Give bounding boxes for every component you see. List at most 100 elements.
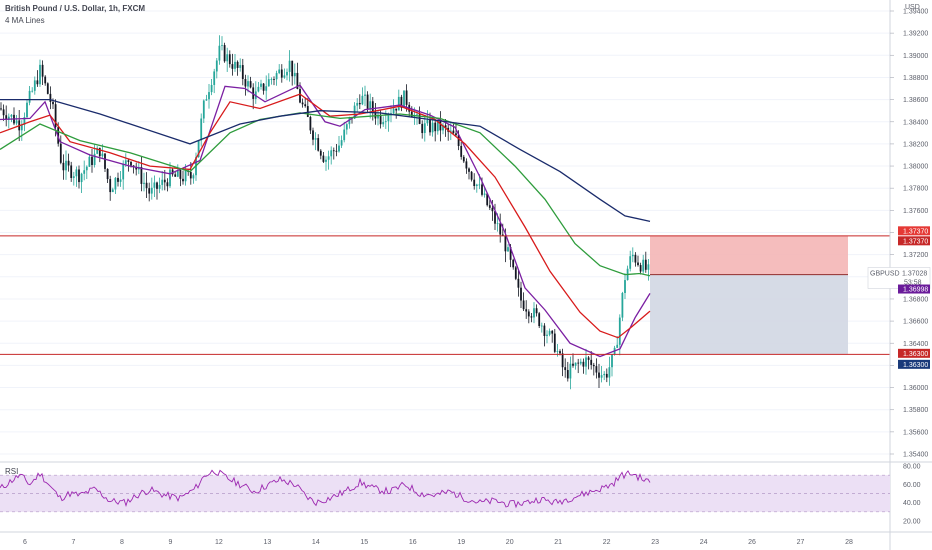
candle-body bbox=[54, 104, 57, 128]
candle-body bbox=[624, 280, 626, 293]
candle-body bbox=[98, 147, 101, 157]
candle-body bbox=[104, 153, 106, 169]
y-tick-label: 1.39400 bbox=[903, 9, 928, 16]
x-tick-label: 22 bbox=[603, 539, 611, 546]
candle-body bbox=[166, 182, 169, 187]
candle-body bbox=[442, 125, 444, 131]
x-tick-label: 12 bbox=[215, 539, 223, 546]
candle-body bbox=[215, 60, 218, 72]
symbol-title[interactable]: British Pound / U.S. Dollar, 1h, FXCM bbox=[5, 4, 146, 13]
price-label-value: 1.37028 bbox=[902, 270, 927, 277]
candle-body bbox=[418, 114, 421, 124]
candle-body bbox=[293, 72, 296, 77]
candle-body bbox=[455, 133, 457, 136]
candle-body bbox=[644, 259, 647, 270]
candle-body bbox=[330, 150, 333, 157]
candle-body bbox=[577, 362, 580, 364]
candle-body bbox=[5, 115, 8, 120]
candle-body bbox=[366, 94, 369, 109]
candle-body bbox=[101, 153, 104, 157]
candle-body bbox=[36, 80, 39, 85]
candle-body bbox=[31, 90, 34, 92]
x-tick-label: 19 bbox=[457, 539, 465, 546]
candle-body bbox=[189, 172, 192, 179]
candle-body bbox=[221, 45, 223, 46]
price-label-symbol: GBPUSD bbox=[870, 270, 900, 277]
candle-body bbox=[564, 367, 567, 371]
ma-value-tag: 1.36998 bbox=[903, 287, 928, 294]
candle-body bbox=[322, 155, 325, 162]
candle-body bbox=[192, 175, 195, 179]
candle-body bbox=[130, 161, 132, 166]
candle-body bbox=[590, 359, 593, 365]
candle-body bbox=[200, 118, 203, 141]
candle-body bbox=[309, 116, 312, 131]
candle-body bbox=[327, 156, 330, 160]
x-tick-label: 26 bbox=[748, 539, 756, 546]
candle-body bbox=[637, 262, 639, 266]
candle-body bbox=[135, 166, 138, 170]
candle-body bbox=[600, 375, 603, 378]
candle-body bbox=[546, 334, 548, 336]
candle-body bbox=[434, 122, 437, 132]
candle-body bbox=[26, 102, 28, 118]
candle-body bbox=[223, 45, 226, 62]
candle-body bbox=[572, 363, 574, 366]
candle-body bbox=[423, 123, 426, 134]
candle-body bbox=[631, 254, 634, 257]
rsi-title[interactable]: RSI bbox=[5, 467, 19, 476]
moving-averages bbox=[0, 84, 651, 358]
candle-body bbox=[595, 366, 598, 373]
candle-body bbox=[301, 102, 304, 105]
candle-body bbox=[143, 182, 145, 184]
rsi-tick-label: 40.00 bbox=[903, 500, 921, 507]
candle-body bbox=[371, 101, 374, 112]
x-tick-label: 21 bbox=[554, 539, 562, 546]
y-tick-label: 1.38800 bbox=[903, 75, 928, 82]
candle-body bbox=[483, 193, 486, 195]
x-tick-label: 16 bbox=[409, 539, 417, 546]
candle-body bbox=[28, 90, 31, 103]
candle-body bbox=[551, 330, 554, 334]
candle-body bbox=[78, 169, 80, 183]
candle-body bbox=[49, 93, 52, 102]
candle-body bbox=[444, 125, 447, 128]
price-axis[interactable]: 1.354001.356001.358001.360001.362001.364… bbox=[890, 9, 928, 526]
candle-body bbox=[239, 65, 242, 68]
y-tick-label: 1.36400 bbox=[903, 341, 928, 348]
candle-body bbox=[325, 159, 327, 162]
candle-body bbox=[642, 259, 645, 272]
candle-body bbox=[59, 143, 62, 163]
candle-body bbox=[512, 259, 515, 268]
candle-body bbox=[106, 168, 109, 180]
candle-body bbox=[488, 205, 491, 208]
candle-body bbox=[70, 165, 73, 178]
candle-body bbox=[109, 179, 112, 193]
candle-body bbox=[249, 81, 252, 88]
candle-body bbox=[117, 177, 119, 182]
candle-body bbox=[88, 156, 91, 167]
candle-body bbox=[338, 145, 340, 152]
ma-green-line bbox=[0, 112, 651, 277]
upper-tag-a-box bbox=[898, 226, 930, 236]
candle-body bbox=[218, 45, 221, 61]
candle-body bbox=[639, 265, 642, 272]
candle-body bbox=[148, 188, 151, 194]
time-axis[interactable]: 6 7 8 9 12 13 14 15 16 19 20 21 22 23 24 26 27 28 bbox=[23, 539, 853, 546]
candle-body bbox=[208, 92, 210, 100]
x-tick-label: 13 bbox=[263, 539, 271, 546]
candle-body bbox=[429, 120, 431, 133]
candle-body bbox=[7, 116, 10, 120]
candle-body bbox=[296, 72, 299, 90]
candle-body bbox=[23, 117, 26, 126]
candle-body bbox=[197, 140, 200, 158]
candle-body bbox=[15, 120, 18, 124]
indicator-label[interactable]: 4 MA Lines bbox=[5, 16, 45, 25]
candle-body bbox=[465, 161, 468, 169]
candle-body bbox=[202, 100, 205, 119]
y-tick-label: 1.36600 bbox=[903, 319, 928, 326]
candle-body bbox=[553, 333, 556, 352]
rsi-tick-label: 20.00 bbox=[903, 519, 921, 526]
candle-body bbox=[426, 120, 429, 124]
